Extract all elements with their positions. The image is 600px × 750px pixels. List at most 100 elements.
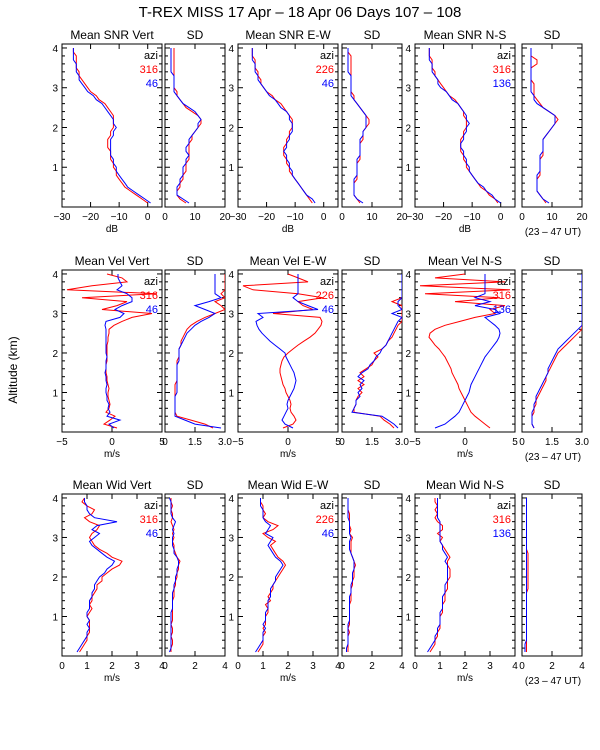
wid-mean-panel-0: 0 1 2 3 4 m/s 1 2 3 4 Mean Wid Vert azi 316 46 (52, 478, 165, 684)
y-tick-label: 3 (228, 84, 234, 95)
x-tick-label: 3 (134, 661, 140, 672)
x-tick-label: 2 (462, 661, 468, 672)
y-tick-label: 3 (228, 533, 234, 544)
x-tick-label: 5 (159, 437, 165, 448)
blue-sd-line (174, 274, 223, 429)
y-tick-label: 4 (52, 494, 58, 505)
panel-title: Mean Wid E-W (248, 478, 329, 492)
x-tick-label: 0 (109, 437, 115, 448)
blue-sd-line (170, 48, 202, 204)
y-tick-label: 1 (52, 612, 58, 623)
y-tick-label: 2 (405, 349, 411, 360)
red-sd-line (173, 48, 202, 204)
panel-title: SD (187, 28, 204, 42)
wid-sd-panel-2: 0 2 4 SD (519, 478, 585, 672)
red-sd-line (174, 274, 225, 429)
vel-sd-panel-2: 0 1.5 3.0 SD (519, 254, 589, 448)
y-tick-label: 2 (52, 349, 58, 360)
panel-title: Mean SNR N-S (424, 28, 507, 42)
x-tick-label: 20 (576, 212, 588, 223)
time-range-note: (23 – 47 UT) (525, 676, 581, 687)
vel-sd-panel-0: 0 1.5 3.0 SD (162, 254, 232, 448)
y-tick-label: 1 (228, 163, 234, 174)
blue-sd-line (530, 48, 556, 204)
panel-title: Mean Vel N-S (428, 254, 502, 268)
x-tick-label: 0 (162, 212, 168, 223)
x-tick-label: −5 (56, 437, 68, 448)
x-tick-label: 2 (285, 661, 291, 672)
legend-azi-label: azi (497, 500, 511, 512)
x-axis-label: m/s (104, 449, 120, 460)
legend-blue-azimuth: 46 (322, 304, 334, 316)
snr-sd-panel-2-series (530, 48, 559, 204)
snr-sd-panel-1: 0 10 20 SD (339, 28, 408, 223)
panel-title: Mean Vel Vert (75, 254, 150, 268)
red-mean-line (66, 273, 158, 429)
blue-sd-line (531, 274, 582, 429)
x-tick-label: 0 (235, 661, 241, 672)
snr-sd-panel-2: 0 10 20 SD (519, 28, 588, 223)
snr-mean-panel-0-frame (61, 43, 163, 208)
legend-red-azimuth: 226 (316, 514, 334, 526)
blue-mean-line (255, 274, 319, 429)
x-tick-label: 1 (260, 661, 266, 672)
blue-mean-line (434, 274, 502, 429)
vel-sd-panel-1: 0 1.5 3.0 SD (339, 254, 409, 448)
y-tick-label: 2 (228, 123, 234, 134)
x-axis-label: m/s (457, 673, 473, 684)
panel-title: SD (544, 478, 561, 492)
blue-sd-line (351, 274, 402, 429)
blue-mean-line (427, 498, 449, 653)
y-tick-label: 4 (52, 270, 58, 281)
x-tick-label: −30 (407, 212, 424, 223)
x-tick-label: 0 (321, 212, 327, 223)
blue-sd-line (346, 498, 355, 652)
y-tick-label: 4 (228, 44, 234, 55)
x-axis-label: dB (282, 224, 295, 235)
x-tick-label: 1.5 (188, 437, 202, 448)
x-tick-label: −10 (287, 212, 304, 223)
y-tick-label: 1 (405, 163, 411, 174)
snr-mean-panel-0-series (72, 48, 151, 204)
x-tick-label: 3 (310, 661, 316, 672)
y-tick-label: 4 (228, 270, 234, 281)
blue-sd-line (347, 48, 367, 204)
wid-sd-panel-2-frame (521, 493, 583, 657)
y-tick-label: 1 (228, 388, 234, 399)
legend-red-azimuth: 316 (493, 514, 511, 526)
snr-mean-panel-2-frame (414, 43, 516, 208)
wid-sd-panel-0-series (169, 497, 181, 653)
panel-title: SD (187, 254, 204, 268)
y-tick-label: 3 (405, 84, 411, 95)
x-tick-label: −10 (464, 212, 481, 223)
panel-title: SD (364, 254, 381, 268)
x-tick-label: 1.5 (365, 437, 379, 448)
x-axis-label: m/s (280, 449, 296, 460)
x-axis-label: m/s (280, 673, 296, 684)
panel-title: Mean SNR E-W (245, 28, 331, 42)
x-axis-label: dB (459, 224, 472, 235)
x-tick-label: 2 (109, 661, 115, 672)
y-tick-label: 3 (405, 533, 411, 544)
x-tick-label: 1.5 (545, 437, 559, 448)
y-tick-label: 3 (52, 84, 58, 95)
y-tick-label: 4 (405, 494, 411, 505)
vel-mean-panel-1: −5 0 5 m/s 1 2 3 4 Mean Vel E-W azi 226 46 (228, 254, 341, 460)
y-tick-label: 2 (405, 573, 411, 584)
wid-mean-panel-1: 0 1 2 3 4 m/s 1 2 3 4 Mean Wid E-W azi 226 46 (228, 478, 341, 684)
vel-mean-panel-2-series (419, 273, 511, 429)
vel-sd-panel-1-frame (341, 269, 403, 433)
x-tick-label: 4 (579, 661, 585, 672)
y-tick-label: 4 (405, 270, 411, 281)
blue-mean-line (104, 274, 133, 429)
snr-mean-panel-2-series (428, 48, 501, 204)
wid-mean-panel-0-series (76, 497, 123, 653)
x-tick-label: 0 (145, 212, 151, 223)
x-axis-label: m/s (457, 449, 473, 460)
x-tick-label: 20 (219, 212, 231, 223)
panel-title: SD (544, 254, 561, 268)
legend-azi-label: azi (497, 50, 511, 62)
x-tick-label: 2 (369, 661, 375, 672)
x-tick-label: −30 (230, 212, 247, 223)
